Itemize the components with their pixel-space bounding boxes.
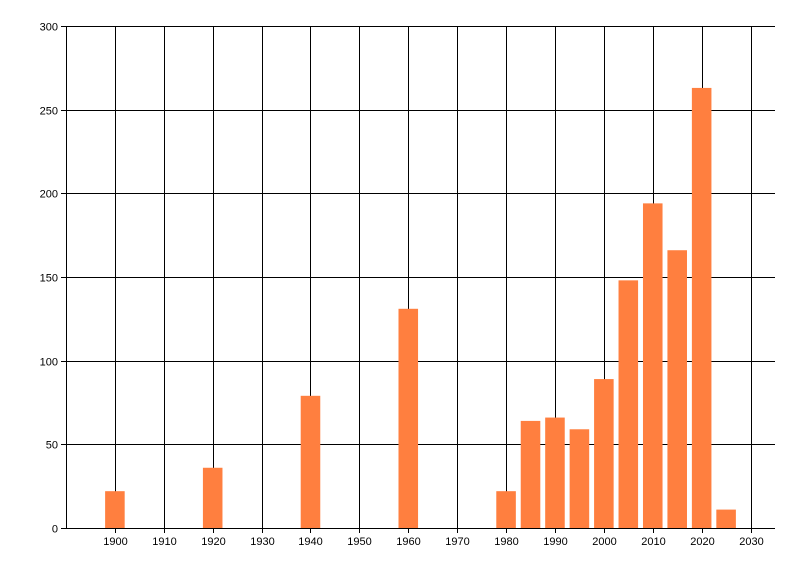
x-tick-label-1980: 1980	[494, 536, 518, 548]
x-tick-label-2010: 2010	[641, 536, 665, 548]
bar-1995	[569, 429, 590, 528]
bar-1990	[545, 417, 565, 528]
bar-2025	[716, 509, 736, 528]
bar-2020	[691, 87, 712, 528]
bar-2005	[618, 280, 639, 528]
x-tick-label-1920: 1920	[201, 536, 225, 548]
y-tick-label-250: 250	[40, 106, 58, 118]
x-tick-label-1960: 1960	[396, 536, 420, 548]
bar-1900	[105, 491, 125, 528]
x-tick-label-1950: 1950	[347, 536, 371, 548]
x-tick-label-1940: 1940	[298, 536, 322, 548]
bars	[105, 87, 736, 528]
bar-1940	[300, 395, 321, 528]
bar-1960	[398, 308, 419, 528]
x-tick-label-2020: 2020	[690, 536, 714, 548]
y-tick-label-0: 0	[52, 524, 58, 536]
y-tick-label-100: 100	[40, 357, 58, 369]
x-tick-label-2000: 2000	[592, 536, 616, 548]
y-tick-label-300: 300	[40, 22, 58, 34]
bar-2010	[642, 203, 663, 528]
x-tick-label-1990: 1990	[543, 536, 567, 548]
tick-labels: 0 50 100 150 200 250 300 1900 1910 1920 1930 1940 19…	[40, 22, 764, 549]
x-tick-label-1930: 1930	[250, 536, 274, 548]
bar-1920	[202, 467, 223, 528]
bar-2015	[667, 250, 687, 528]
axes	[61, 26, 775, 533]
x-tick-label-2030: 2030	[739, 536, 763, 548]
bar-1980	[496, 491, 516, 528]
bar-2000	[594, 379, 614, 528]
y-tick-label-50: 50	[46, 440, 58, 452]
x-tick-label-1970: 1970	[445, 536, 469, 548]
bar-1985	[520, 420, 541, 528]
x-tick-label-1910: 1910	[152, 536, 176, 548]
y-tick-label-200: 200	[40, 189, 58, 201]
y-tick-label-150: 150	[40, 273, 58, 285]
x-tick-label-1900: 1900	[103, 536, 127, 548]
